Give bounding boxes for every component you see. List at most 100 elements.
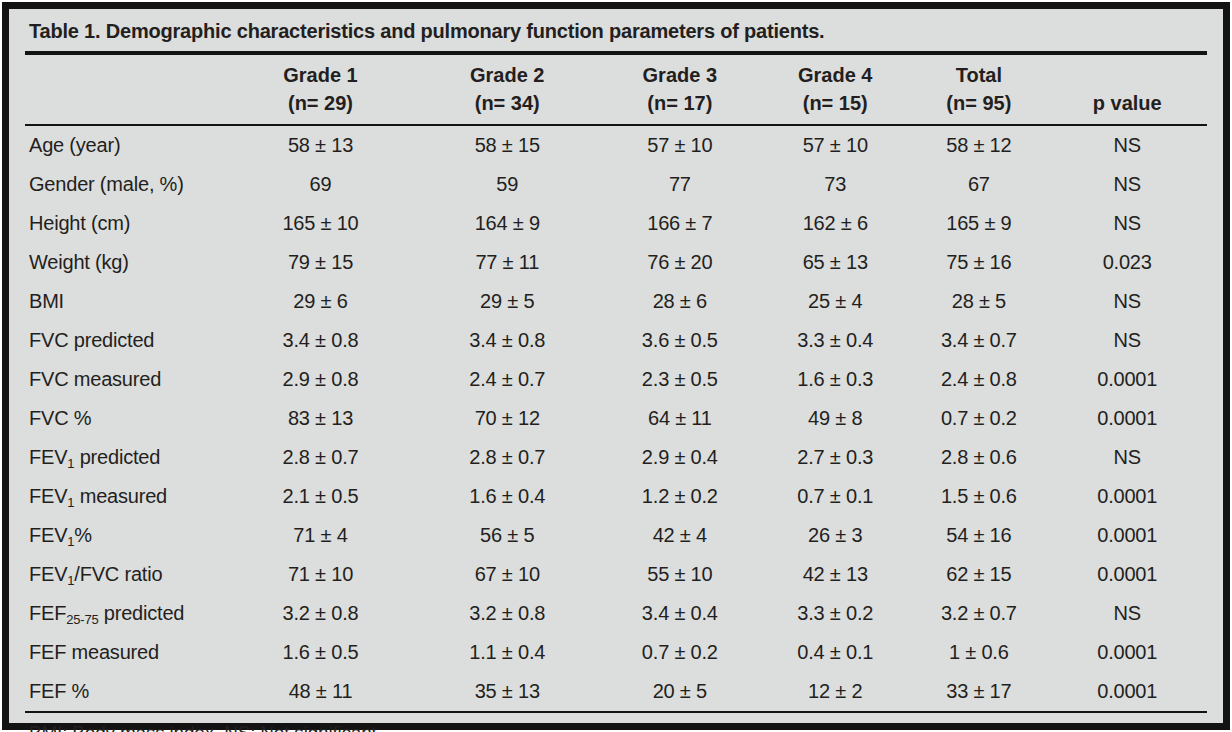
- value-cell: 33 ± 17: [910, 672, 1047, 711]
- row-label: FEF25-75 predicted: [25, 594, 226, 633]
- value-cell: NS: [1047, 594, 1207, 633]
- value-cell: 58 ± 13: [226, 125, 415, 165]
- value-cell: 64 ± 11: [599, 399, 760, 438]
- value-cell: 0.4 ± 0.1: [760, 633, 910, 672]
- table-row: FEF %48 ± 1135 ± 1320 ± 512 ± 233 ± 170.…: [25, 672, 1207, 711]
- value-cell: 1.6 ± 0.4: [415, 477, 599, 516]
- value-cell: 75 ± 16: [910, 243, 1047, 282]
- value-cell: 2.8 ± 0.6: [910, 438, 1047, 477]
- table-row: FEV1/FVC ratio71 ± 1067 ± 1055 ± 1042 ± …: [25, 555, 1207, 594]
- value-cell: 77: [599, 165, 760, 204]
- value-cell: 1.6 ± 0.5: [226, 633, 415, 672]
- row-label: Age (year): [25, 125, 226, 165]
- table-row: Height (cm)165 ± 10164 ± 9166 ± 7162 ± 6…: [25, 204, 1207, 243]
- value-cell: 3.2 ± 0.8: [415, 594, 599, 633]
- row-label: FVC measured: [25, 360, 226, 399]
- table-row: FVC measured2.9 ± 0.82.4 ± 0.72.3 ± 0.51…: [25, 360, 1207, 399]
- value-cell: 83 ± 13: [226, 399, 415, 438]
- value-cell: NS: [1047, 165, 1207, 204]
- value-cell: 20 ± 5: [599, 672, 760, 711]
- column-header-grade-2: Grade 2(n= 34): [415, 55, 599, 125]
- value-cell: 3.4 ± 0.8: [226, 321, 415, 360]
- value-cell: 165 ± 9: [910, 204, 1047, 243]
- value-cell: 73: [760, 165, 910, 204]
- column-header-grade-4: Grade 4(n= 15): [760, 55, 910, 125]
- value-cell: 2.7 ± 0.3: [760, 438, 910, 477]
- table-title: Table 1. Demographic characteristics and…: [25, 9, 1207, 51]
- value-cell: NS: [1047, 438, 1207, 477]
- column-header-p-value: p value: [1047, 55, 1207, 125]
- table-row: FEV1 predicted2.8 ± 0.72.8 ± 0.72.9 ± 0.…: [25, 438, 1207, 477]
- value-cell: 35 ± 13: [415, 672, 599, 711]
- table-row: FEF measured1.6 ± 0.51.1 ± 0.40.7 ± 0.20…: [25, 633, 1207, 672]
- value-cell: 29 ± 5: [415, 282, 599, 321]
- table-row: FEF25-75 predicted3.2 ± 0.83.2 ± 0.83.4 …: [25, 594, 1207, 633]
- value-cell: 0.0001: [1047, 399, 1207, 438]
- value-cell: 166 ± 7: [599, 204, 760, 243]
- table-body: Age (year)58 ± 1358 ± 1557 ± 1057 ± 1058…: [25, 125, 1207, 711]
- value-cell: 0.0001: [1047, 672, 1207, 711]
- value-cell: 49 ± 8: [760, 399, 910, 438]
- value-cell: 48 ± 11: [226, 672, 415, 711]
- value-cell: 3.6 ± 0.5: [599, 321, 760, 360]
- row-label: BMI: [25, 282, 226, 321]
- value-cell: 57 ± 10: [760, 125, 910, 165]
- value-cell: 0.7 ± 0.1: [760, 477, 910, 516]
- value-cell: 67: [910, 165, 1047, 204]
- value-cell: 65 ± 13: [760, 243, 910, 282]
- value-cell: 58 ± 15: [415, 125, 599, 165]
- value-cell: 2.8 ± 0.7: [415, 438, 599, 477]
- value-cell: 2.9 ± 0.8: [226, 360, 415, 399]
- value-cell: 25 ± 4: [760, 282, 910, 321]
- row-label: FEV1%: [25, 516, 226, 555]
- value-cell: 164 ± 9: [415, 204, 599, 243]
- value-cell: 12 ± 2: [760, 672, 910, 711]
- value-cell: 0.023: [1047, 243, 1207, 282]
- table-row: Gender (male, %)6959777367NS: [25, 165, 1207, 204]
- table-row: Weight (kg)79 ± 1577 ± 1176 ± 2065 ± 137…: [25, 243, 1207, 282]
- value-cell: 3.2 ± 0.8: [226, 594, 415, 633]
- value-cell: 165 ± 10: [226, 204, 415, 243]
- value-cell: 2.1 ± 0.5: [226, 477, 415, 516]
- row-label: FVC predicted: [25, 321, 226, 360]
- value-cell: NS: [1047, 204, 1207, 243]
- column-header-grade-3: Grade 3(n= 17): [599, 55, 760, 125]
- value-cell: 1.1 ± 0.4: [415, 633, 599, 672]
- value-cell: 3.2 ± 0.7: [910, 594, 1047, 633]
- table-row: FVC %83 ± 1370 ± 1264 ± 1149 ± 80.7 ± 0.…: [25, 399, 1207, 438]
- value-cell: 56 ± 5: [415, 516, 599, 555]
- table-row: FEV1%71 ± 456 ± 542 ± 426 ± 354 ± 160.00…: [25, 516, 1207, 555]
- value-cell: 3.4 ± 0.8: [415, 321, 599, 360]
- value-cell: 57 ± 10: [599, 125, 760, 165]
- value-cell: 0.7 ± 0.2: [910, 399, 1047, 438]
- value-cell: 59: [415, 165, 599, 204]
- value-cell: 2.8 ± 0.7: [226, 438, 415, 477]
- table-row: FEV1 measured2.1 ± 0.51.6 ± 0.41.2 ± 0.2…: [25, 477, 1207, 516]
- table-row: FVC predicted3.4 ± 0.83.4 ± 0.83.6 ± 0.5…: [25, 321, 1207, 360]
- value-cell: 42 ± 4: [599, 516, 760, 555]
- demographics-table: Grade 1(n= 29)Grade 2(n= 34)Grade 3(n= 1…: [25, 55, 1207, 711]
- row-label: Gender (male, %): [25, 165, 226, 204]
- row-label: FEF %: [25, 672, 226, 711]
- table-footnote: BMI: Body mass index, NS: Not significan…: [25, 713, 1207, 732]
- value-cell: 79 ± 15: [226, 243, 415, 282]
- value-cell: 67 ± 10: [415, 555, 599, 594]
- value-cell: 0.0001: [1047, 516, 1207, 555]
- value-cell: 0.0001: [1047, 477, 1207, 516]
- value-cell: 0.0001: [1047, 633, 1207, 672]
- value-cell: 76 ± 20: [599, 243, 760, 282]
- value-cell: 2.9 ± 0.4: [599, 438, 760, 477]
- value-cell: 2.3 ± 0.5: [599, 360, 760, 399]
- value-cell: 162 ± 6: [760, 204, 910, 243]
- value-cell: 3.3 ± 0.4: [760, 321, 910, 360]
- value-cell: 70 ± 12: [415, 399, 599, 438]
- value-cell: 55 ± 10: [599, 555, 760, 594]
- column-header-grade-1: Grade 1(n= 29): [226, 55, 415, 125]
- value-cell: 28 ± 6: [599, 282, 760, 321]
- value-cell: 62 ± 15: [910, 555, 1047, 594]
- value-cell: 2.4 ± 0.7: [415, 360, 599, 399]
- row-label: Weight (kg): [25, 243, 226, 282]
- value-cell: 2.4 ± 0.8: [910, 360, 1047, 399]
- value-cell: 69: [226, 165, 415, 204]
- value-cell: 1.5 ± 0.6: [910, 477, 1047, 516]
